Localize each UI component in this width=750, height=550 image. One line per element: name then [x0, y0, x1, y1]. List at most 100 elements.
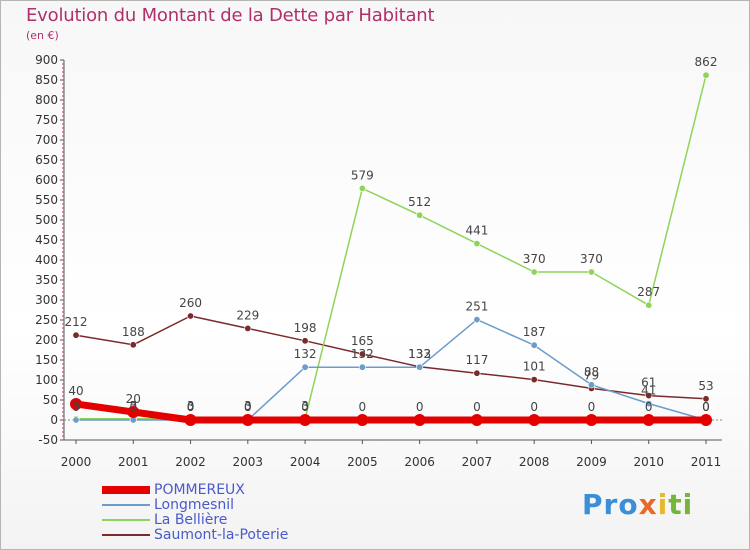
x-tick-label: 2002: [175, 455, 206, 469]
data-label: 61: [641, 376, 656, 390]
data-point: [587, 381, 595, 389]
x-tick-label: 2008: [519, 455, 550, 469]
data-point: [299, 414, 312, 426]
data-label: 20: [126, 392, 141, 406]
y-tick-label: 850: [35, 73, 58, 87]
data-label: 88: [584, 365, 599, 379]
legend-swatch: [102, 534, 150, 536]
data-point: [70, 398, 82, 410]
y-tick-label: 300: [35, 293, 58, 307]
y-tick-label: 400: [35, 253, 58, 267]
data-point: [702, 395, 710, 403]
data-point: [358, 363, 366, 371]
data-point: [72, 331, 80, 339]
proxiti-logo: Proxiti: [582, 488, 694, 521]
data-label: 3: [187, 399, 195, 413]
data-point: [301, 337, 309, 345]
data-label: 862: [695, 55, 718, 69]
data-label: 287: [637, 285, 660, 299]
data-point: [585, 414, 598, 426]
chart-title: Evolution du Montant de la Dette par Hab…: [26, 5, 435, 26]
y-tick-label: 100: [35, 373, 58, 387]
data-point: [244, 324, 252, 332]
data-label: 0: [645, 400, 653, 414]
y-tick-label: 0: [50, 413, 58, 427]
data-point: [241, 414, 254, 426]
data-label: 0: [301, 400, 309, 414]
data-label: 133: [408, 347, 431, 361]
data-label: 0: [72, 400, 80, 414]
data-label: 117: [465, 353, 488, 367]
data-point: [184, 414, 197, 426]
data-label: 229: [236, 308, 259, 322]
data-point: [127, 406, 140, 418]
data-point: [301, 363, 309, 371]
data-label: 132: [408, 347, 431, 361]
data-label: 0: [187, 400, 195, 414]
data-label: 0: [702, 400, 710, 414]
data-point: [702, 71, 710, 79]
data-point: [470, 414, 483, 426]
data-label: 0: [244, 400, 252, 414]
data-point: [530, 268, 538, 276]
data-point: [530, 376, 538, 384]
y-tick-label: 200: [35, 333, 58, 347]
data-label: 212: [65, 315, 88, 329]
legend-swatch: [102, 486, 150, 494]
data-label: 0: [702, 400, 710, 414]
data-label: 41: [641, 384, 656, 398]
legend-label: Saumont-la-Poterie: [154, 527, 289, 543]
legend-swatch: [102, 519, 150, 521]
data-point: [187, 312, 195, 320]
data-point: [416, 363, 424, 371]
x-tick-label: 2009: [576, 455, 607, 469]
data-label: 40: [68, 384, 83, 398]
y-tick-label: 50: [43, 393, 58, 407]
series-line-0: [75, 400, 706, 424]
data-point: [473, 369, 481, 377]
x-tick-label: 2001: [118, 455, 149, 469]
series-line-3: [75, 315, 707, 400]
data-label: 441: [465, 224, 488, 238]
series-line-1: [76, 318, 707, 421]
data-label: 3: [244, 399, 252, 413]
data-label: 0: [530, 400, 538, 414]
data-point: [473, 316, 481, 324]
data-label: 0: [359, 400, 367, 414]
legend-label: POMMEREUX: [154, 482, 245, 498]
data-label: 260: [179, 296, 202, 310]
data-point: [72, 416, 80, 424]
data-label: 132: [294, 347, 317, 361]
data-label: 0: [187, 400, 195, 414]
y-tick-label: 650: [35, 153, 58, 167]
y-tick-label: 800: [35, 93, 58, 107]
data-point: [587, 268, 595, 276]
data-label: 0: [244, 400, 252, 414]
data-point: [645, 400, 653, 408]
data-point: [416, 211, 424, 219]
y-tick-label: 250: [35, 313, 58, 327]
data-point: [642, 414, 655, 426]
y-tick-label: 450: [35, 233, 58, 247]
data-label: 512: [408, 195, 431, 209]
data-point: [129, 341, 137, 349]
y-tick-label: 900: [35, 53, 58, 67]
data-label: 188: [122, 325, 145, 339]
data-point: [356, 414, 369, 426]
data-label: 198: [294, 321, 317, 335]
data-point: [645, 392, 653, 400]
data-label: 3: [301, 399, 309, 413]
data-point: [358, 350, 366, 358]
y-tick-label: 600: [35, 173, 58, 187]
y-tick-label: 500: [35, 213, 58, 227]
y-tick-label: -50: [38, 433, 58, 447]
y-tick-label: 700: [35, 133, 58, 147]
y-tick-label: 150: [35, 353, 58, 367]
x-tick-label: 2010: [633, 455, 664, 469]
x-tick-label: 2003: [233, 455, 264, 469]
y-tick-label: 350: [35, 273, 58, 287]
legend-label: La Bellière: [154, 512, 228, 528]
x-tick-label: 2006: [404, 455, 435, 469]
